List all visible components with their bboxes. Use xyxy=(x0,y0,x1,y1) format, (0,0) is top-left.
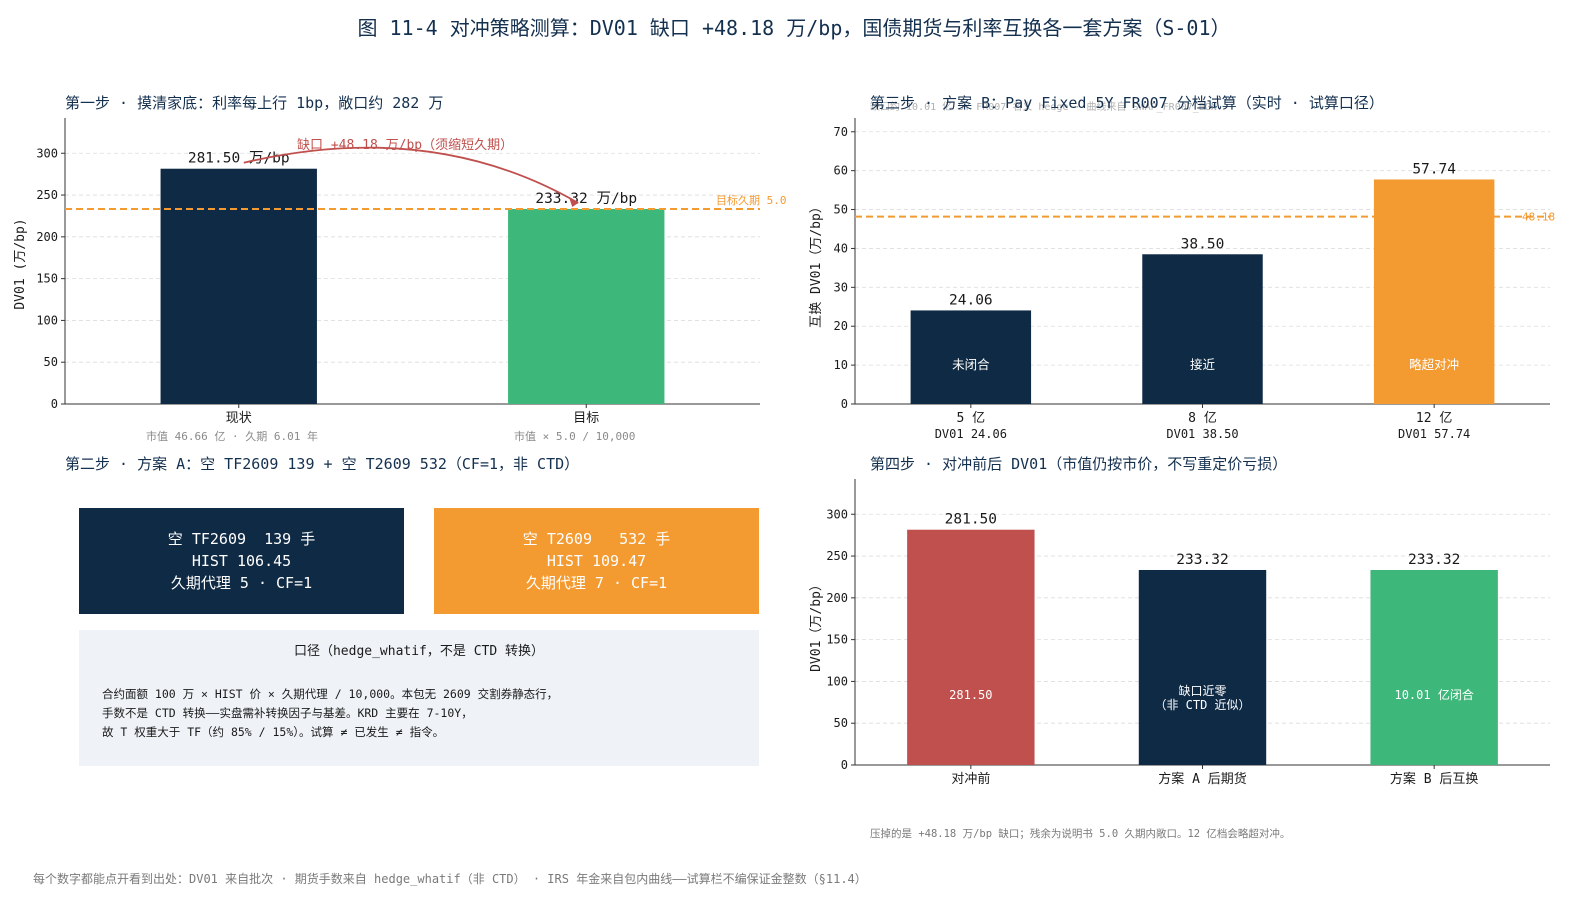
y-tick-label: 0 xyxy=(51,397,58,411)
bar-inner-label: 10.01 亿闭合 xyxy=(1394,687,1473,702)
y-tick-label: 50 xyxy=(44,355,58,369)
tf-duration: 久期代理 5 · CF=1 xyxy=(170,574,313,592)
bar-value-label: 24.06 xyxy=(949,292,993,308)
bar xyxy=(508,208,665,404)
y-tick-label: 300 xyxy=(826,507,848,521)
y-tick-label: 100 xyxy=(36,313,58,327)
y-tick-label: 20 xyxy=(834,319,848,333)
methodology-note-title: 口径（hedge_whatif，不是 CTD 转换） xyxy=(293,644,545,659)
y-tick-label: 0 xyxy=(841,397,848,411)
y-tick-label: 250 xyxy=(36,188,58,202)
x-tick-sublabel: DV01 57.74 xyxy=(1398,427,1470,441)
reference-line-label: 目标久期 5.0 xyxy=(716,193,787,207)
t-duration: 久期代理 7 · CF=1 xyxy=(525,574,668,592)
chart-step1: 0 50 100 150 200 250 300 DV01 (万/bp) 281.50 万/bp… xyxy=(13,118,787,426)
y-tick-label: 200 xyxy=(826,591,848,605)
bar-value-label: 233.32 万/bp xyxy=(535,191,637,207)
bar xyxy=(910,310,1032,404)
x-tick-label: 方案 B 后互换 xyxy=(1390,771,1478,787)
y-axis-label: DV01 (万/bp) xyxy=(13,218,28,309)
methodology-note-line: 故 T 权重大于 TF（约 85% / 15%）。试算 ≠ 已发生 ≠ 指令。 xyxy=(102,725,445,739)
tf-hist: HIST 106.45 xyxy=(191,552,292,570)
y-tick-label: 50 xyxy=(834,716,848,730)
methodology-note-line: 手数不是 CTD 转换——实盘需补转换因子与基差。KRD 主要在 7-10Y， xyxy=(102,706,473,720)
x-tick-label: 对冲前 xyxy=(951,771,990,787)
panel2-title: 第二步 · 方案 A：空 TF2609 139 + 空 T2609 532（CF… xyxy=(65,455,580,473)
chart-step4: 0 50 100 150 200 250 300 DV01（万/bp） 281.50 对冲前 233… xyxy=(809,479,1550,787)
bar xyxy=(160,168,317,404)
x-tick-label: 5 亿 xyxy=(957,411,986,426)
bar-value-label: 233.32 xyxy=(1408,552,1460,568)
bar-inner-label: 接近 xyxy=(1190,357,1216,372)
bar-inner-label: 略超对冲 xyxy=(1409,357,1459,372)
bar-value-label: 57.74 xyxy=(1412,161,1456,177)
x-tick-label: 目标 xyxy=(573,411,599,426)
gap-annotation: 缺口 +48.18 万/bp（须缩短久期） xyxy=(297,137,513,153)
y-axis-label: DV01（万/bp） xyxy=(809,578,824,672)
y-tick-label: 30 xyxy=(834,280,848,294)
panel3-ghost-caption: 缺口约 10.01 亿 5Y FR007 名义 hedge · 曲线来自 SWA… xyxy=(870,102,1217,113)
y-tick-label: 60 xyxy=(834,164,848,178)
y-tick-label: 150 xyxy=(826,633,848,647)
y-tick-label: 150 xyxy=(36,272,58,286)
x-tick-label: 8 亿 xyxy=(1188,411,1217,426)
plan-a-t-box: 空 T2609 532 手 HIST 109.47 久期代理 7 · CF=1 xyxy=(434,508,759,614)
bar xyxy=(1370,569,1498,765)
x-tick-label: 方案 A 后期货 xyxy=(1158,771,1246,787)
figure-title: 图 11-4 对冲策略测算：DV01 缺口 +48.18 万/bp，国债期货与利… xyxy=(357,16,1231,40)
t-hist: HIST 109.47 xyxy=(546,552,647,570)
x-tick-sublabel: DV01 38.50 xyxy=(1166,427,1238,441)
y-tick-label: 100 xyxy=(826,674,848,688)
y-tick-label: 200 xyxy=(36,230,58,244)
y-tick-label: 300 xyxy=(36,146,58,160)
bar-inner-label: 281.50 xyxy=(949,688,992,702)
plan-a-tf-box: 空 TF2609 139 手 HIST 106.45 久期代理 5 · CF=1 xyxy=(79,508,404,614)
bar xyxy=(907,529,1035,765)
x-tick-sublabel: DV01 24.06 xyxy=(935,427,1007,441)
y-axis-label: 互换 DV01（万/bp） xyxy=(809,200,824,328)
panel3-title: 第三步 · 方案 B：Pay Fixed 5Y FR007 分档试算（实时 · … xyxy=(870,94,1384,112)
y-tick-label: 40 xyxy=(834,241,848,255)
bar-inner-label: （非 CTD 近似） xyxy=(1154,698,1250,712)
t-contracts: 空 T2609 532 手 xyxy=(522,530,671,548)
bar xyxy=(1138,569,1267,765)
y-tick-label: 10 xyxy=(834,358,848,372)
panel1-subcaption-target: 市值 × 5.0 / 10,000 xyxy=(514,430,636,443)
figure-footer: 每个数字都能点开看到出处：DV01 来自批次 · 期货手数来自 hedge_wh… xyxy=(33,872,867,886)
bar-inner-label: 缺口近零 xyxy=(1178,683,1226,698)
bar-value-label: 233.32 xyxy=(1176,552,1228,568)
bar xyxy=(1142,254,1263,404)
tf-contracts: 空 TF2609 139 手 xyxy=(167,530,316,548)
bar-value-label: 281.50 xyxy=(945,512,997,528)
methodology-note-line: 合约面额 100 万 × HIST 价 × 久期代理 / 10,000。本包无 … xyxy=(102,687,559,701)
y-tick-label: 250 xyxy=(826,549,848,563)
panel1-subcaption-current: 市值 46.66 亿 · 久期 6.01 年 xyxy=(146,430,318,443)
x-tick-label: 12 亿 xyxy=(1416,411,1452,426)
panel4-title: 第四步 · 对冲前后 DV01（市值仍按市价，不写重定价亏损） xyxy=(870,455,1288,473)
y-tick-label: 50 xyxy=(834,203,848,217)
panel4-footnote: 压掉的是 +48.18 万/bp 缺口；残余为说明书 5.0 久期内敞口。12 … xyxy=(870,828,1291,840)
bar-value-label: 38.50 xyxy=(1181,236,1225,252)
gap-arrow-head xyxy=(569,197,579,207)
methodology-note: 口径（hedge_whatif，不是 CTD 转换） 合约面额 100 万 × … xyxy=(79,630,759,766)
y-tick-label: 0 xyxy=(841,758,848,772)
bar-value-label: 281.50 万/bp xyxy=(188,151,290,167)
x-tick-label: 现状 xyxy=(226,411,252,426)
panel1-title: 第一步 · 摸清家底：利率每上行 1bp，敞口约 282 万 xyxy=(65,94,444,112)
gap-arrow xyxy=(243,146,579,204)
reference-line-label: 48.18 xyxy=(1522,211,1555,224)
bar-inner-label: 未闭合 xyxy=(952,357,990,372)
y-tick-label: 70 xyxy=(834,125,848,139)
